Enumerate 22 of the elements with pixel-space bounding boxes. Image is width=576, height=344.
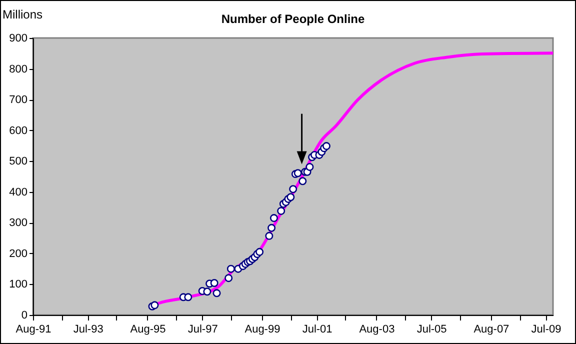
x-tick-label: Jul-97 [188,324,218,336]
x-tick-label: Jul-01 [302,324,332,336]
x-tick-label: Aug-07 [474,324,510,336]
y-tick-label: 500 [9,156,28,168]
chart-title: Number of People Online [221,12,365,26]
y-tick-label: 300 [9,217,28,230]
y-tick-label: 800 [9,63,28,76]
y-tick-label: 200 [9,248,28,260]
y-axis-title: Millions [2,8,43,22]
x-tick-label: Aug-03 [359,324,395,336]
x-tick-label: Aug-91 [16,324,52,336]
y-tick-label: 100 [9,278,28,291]
x-tick-label: Aug-99 [244,324,280,336]
x-tick-label: Jul-09 [531,324,562,336]
x-tick-label: Jul-93 [73,324,104,336]
y-tick-label: 700 [9,94,28,106]
y-tick-label: 400 [9,186,28,198]
x-tick-label: Aug-95 [130,324,166,336]
y-tick-label: 900 [9,32,28,44]
y-tick-label: 0 [21,310,28,322]
x-tick-label: Jul-05 [416,324,447,336]
y-tick-label: 600 [9,124,28,137]
